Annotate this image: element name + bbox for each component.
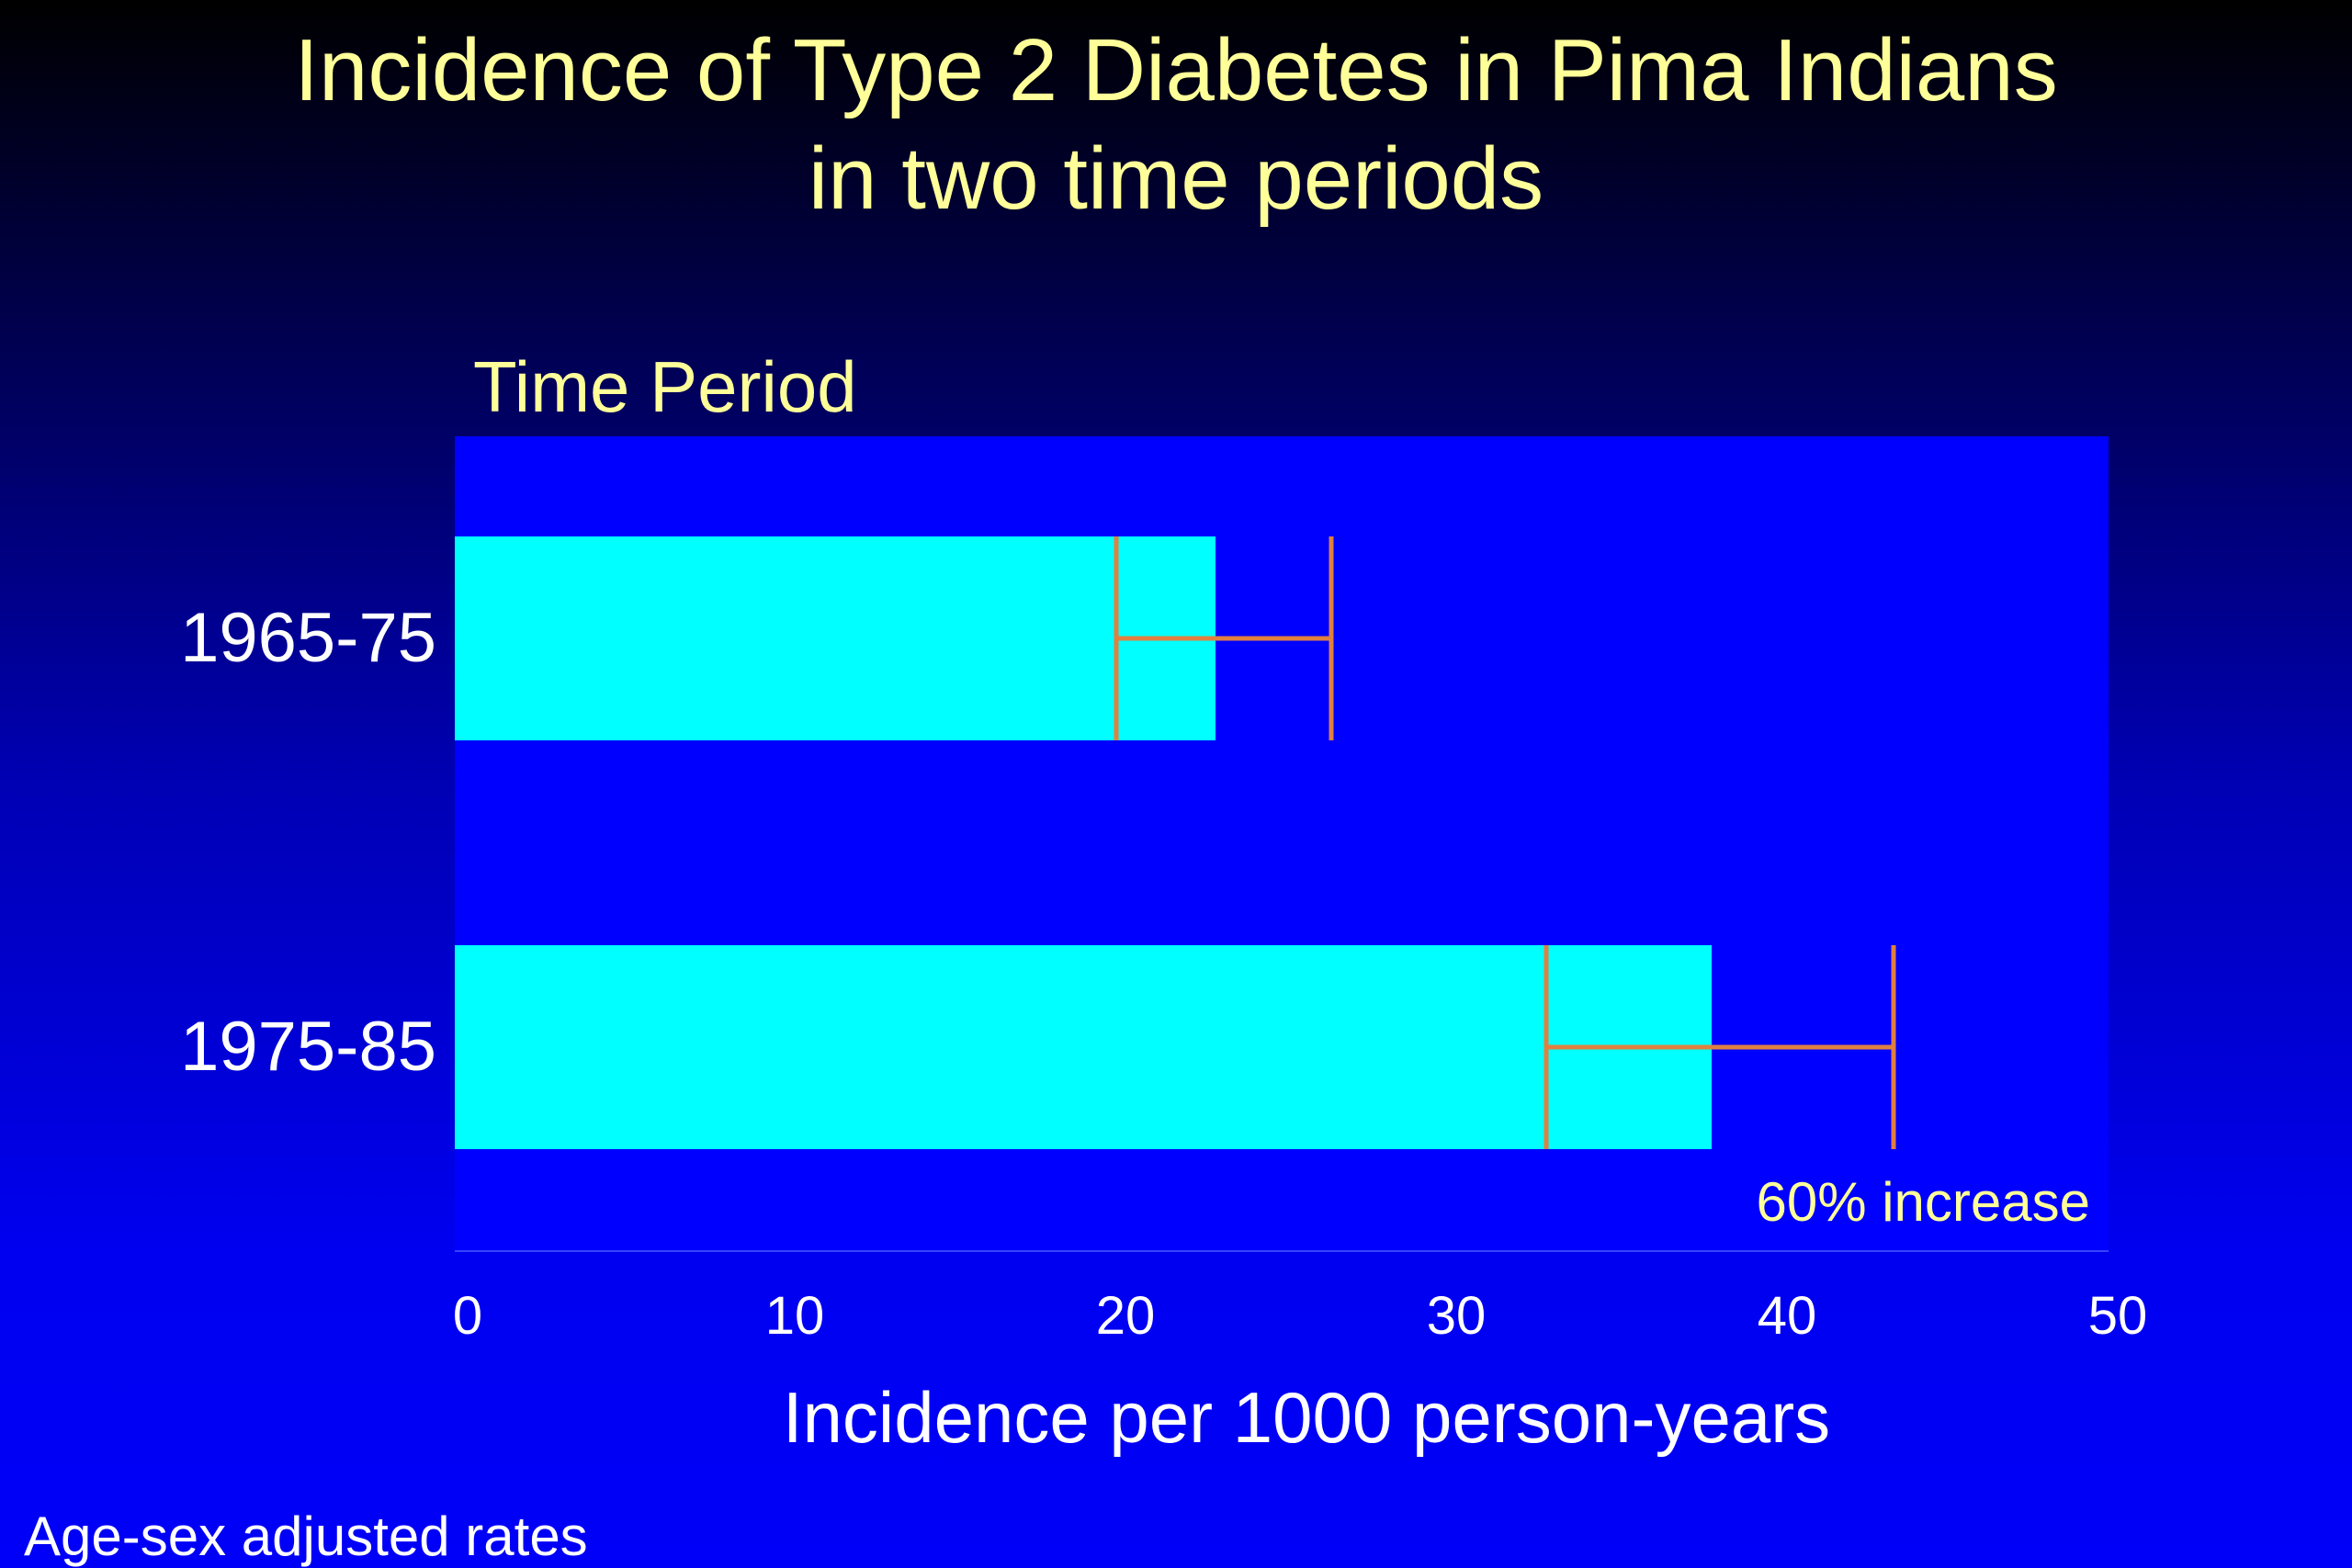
footnote: Age-sex adjusted rates [24,1506,588,1567]
bar-1975-85 [455,945,1712,1149]
x-axis-title: Incidence per 1000 person-years [783,1377,1830,1458]
bar-1965-75 [455,536,1216,740]
x-tick-label-50: 50 [2088,1286,2148,1346]
annotation-60-percent-increase: 60% increase [1756,1171,2090,1233]
chart-title: Incidence of Type 2 Diabetes in Pima Ind… [0,17,2352,233]
x-tick-label-30: 30 [1427,1286,1487,1346]
x-tick-label-0: 0 [453,1286,482,1346]
category-label-1975-85: 1975-85 [180,1008,436,1086]
x-tick-label-20: 20 [1096,1286,1156,1346]
y-axis-title: Time Period [473,346,857,427]
category-label-1965-75: 1965-75 [180,599,436,677]
x-tick-label-40: 40 [1758,1286,1817,1346]
chart-title-line-1: Incidence of Type 2 Diabetes in Pima Ind… [294,21,2058,119]
chart-title-line-2: in two time periods [808,130,1544,228]
x-tick-label-10: 10 [765,1286,825,1346]
